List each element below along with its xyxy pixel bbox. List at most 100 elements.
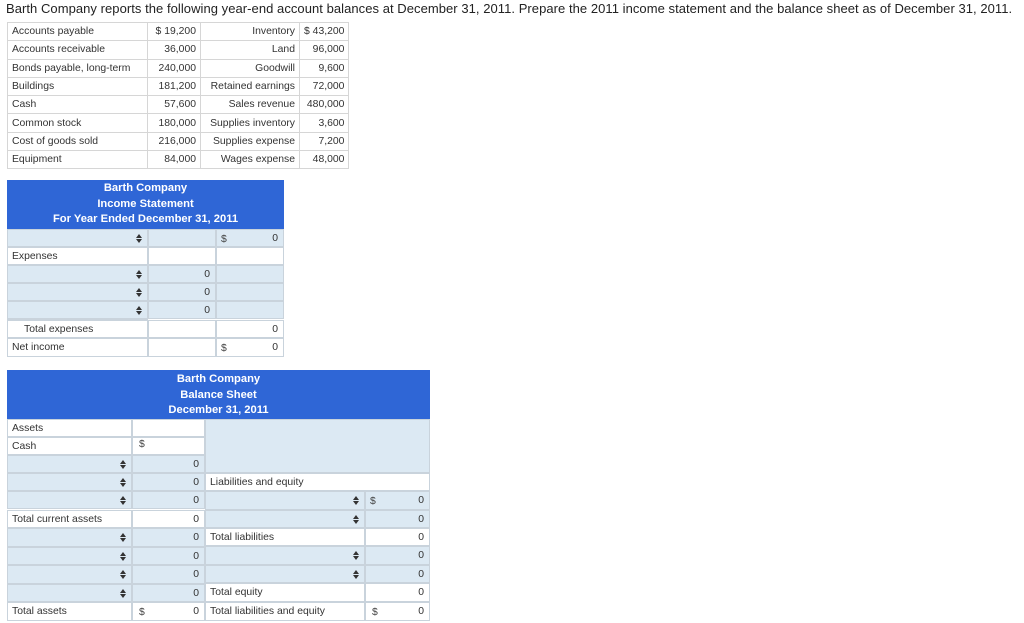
account-name: Retained earnings	[200, 76, 300, 97]
current-asset-amount-input[interactable]: 0	[132, 455, 205, 473]
liability-amount-value: 0	[418, 495, 424, 506]
account-name: Cash	[7, 95, 148, 115]
noncurrent-asset-select[interactable]	[7, 565, 132, 584]
cash-amount-input[interactable]: $	[132, 437, 205, 455]
total-equity-label: Total equity	[205, 583, 365, 602]
select-arrows-icon	[120, 478, 126, 487]
total-liabilities-equity-value-cell: $ 0	[365, 602, 430, 621]
net-income-value: 0	[272, 342, 278, 353]
total-equity-value: 0	[365, 583, 430, 602]
select-arrows-icon	[136, 234, 142, 243]
balance-sheet-title: Balance Sheet	[180, 388, 257, 401]
account-amount: 180,000	[147, 113, 201, 133]
total-assets-dollar-sign: $	[139, 607, 145, 618]
account-amount: 84,000	[147, 150, 201, 170]
balance-row: Accounts receivable 36,000 Land 96,000	[7, 40, 350, 60]
account-name: Common stock	[7, 113, 148, 133]
select-arrows-icon	[120, 588, 126, 598]
current-asset-amount-input[interactable]: 0	[132, 491, 205, 509]
total-assets-value: 0	[193, 606, 199, 617]
revenue-account-select[interactable]	[7, 229, 148, 247]
equity-amount-input[interactable]: 0	[365, 546, 430, 565]
liability-amount-input[interactable]: $0	[365, 491, 430, 510]
expenses-label: Expenses	[7, 247, 148, 265]
account-name: Accounts payable	[7, 21, 148, 42]
expense-amount-input[interactable]: 0	[148, 283, 216, 301]
expense-account-select[interactable]	[7, 283, 148, 301]
equity-amount-input[interactable]: 0	[365, 564, 430, 583]
total-assets-value-cell: $ 0	[132, 602, 205, 621]
select-arrows-icon	[353, 514, 359, 524]
net-income-dollar-sign: $	[221, 343, 227, 354]
problem-prompt: Barth Company reports the following year…	[6, 1, 1013, 16]
account-balances-table: Accounts payable $ 19,200 Inventory $ 43,20…	[7, 21, 350, 170]
account-amount: 240,000	[147, 58, 201, 78]
balance-sheet: Barth Company Balance Sheet December 31,…	[7, 370, 430, 623]
liability-amount-input[interactable]: 0	[365, 509, 430, 528]
liability-dollar-sign: $	[370, 496, 376, 507]
noncurrent-asset-amount-input[interactable]: 0	[132, 565, 205, 584]
account-name: Land	[200, 40, 300, 60]
total-expenses-spacer	[148, 320, 216, 338]
expense-spacer	[216, 301, 284, 319]
equity-account-select[interactable]	[205, 546, 365, 565]
expense-account-select[interactable]	[7, 301, 148, 319]
account-amount: 9,600	[298, 58, 350, 78]
account-amount: 3,600	[298, 113, 350, 133]
noncurrent-asset-amount-input[interactable]: 0	[132, 528, 205, 547]
current-asset-select[interactable]	[7, 473, 132, 491]
current-asset-select[interactable]	[7, 455, 132, 473]
noncurrent-asset-amount-input[interactable]: 0	[132, 546, 205, 565]
select-arrows-icon	[120, 570, 126, 579]
account-amount: 36,000	[147, 40, 201, 60]
balance-row: Accounts payable $ 19,200 Inventory $ 43,20…	[7, 21, 350, 42]
account-amount: 48,000	[298, 150, 350, 170]
select-arrows-icon	[136, 288, 142, 297]
expenses-spacer	[148, 247, 216, 265]
select-arrows-icon	[136, 306, 142, 315]
account-name: Goodwill	[200, 58, 300, 78]
expense-account-select[interactable]	[7, 265, 148, 283]
account-name: Accounts receivable	[7, 40, 148, 60]
select-arrows-icon	[136, 270, 142, 279]
assets-label: Assets	[7, 419, 132, 437]
revenue-amount-input[interactable]: $ 0	[216, 229, 284, 247]
equity-account-select[interactable]	[205, 564, 365, 583]
cash-label: Cash	[7, 437, 132, 455]
account-name: Inventory	[200, 21, 300, 42]
income-company-name: Barth Company	[103, 182, 188, 194]
total-assets-label: Total assets	[7, 602, 132, 621]
account-amount: $ 43,200	[298, 21, 350, 42]
total-current-assets-value: 0	[132, 510, 205, 528]
balance-row: Equipment 84,000 Wages expense 48,000	[7, 150, 350, 170]
noncurrent-asset-amount-input[interactable]: 0	[132, 583, 205, 602]
expense-amount-input[interactable]: 0	[148, 265, 216, 283]
noncurrent-asset-select[interactable]	[7, 546, 132, 565]
expense-amount-input[interactable]: 0	[148, 301, 216, 319]
current-asset-select[interactable]	[7, 491, 132, 509]
revenue-amount-value: 0	[272, 233, 278, 244]
income-period: For Year Ended December 31, 2011	[52, 213, 239, 225]
expense-spacer	[216, 283, 284, 301]
liabilities-equity-label: Liabilities and equity	[205, 473, 430, 491]
balance-row: Cash 57,600 Sales revenue 480,000	[7, 95, 350, 115]
balance-row: Bonds payable, long-term 240,000 Goodwill 9…	[7, 58, 350, 78]
account-amount: 72,000	[298, 76, 350, 97]
noncurrent-asset-select[interactable]	[7, 528, 132, 547]
revenue-dollar-sign: $	[221, 234, 227, 245]
total-expenses-value: 0	[216, 320, 284, 338]
balance-company-name: Barth Company	[176, 373, 261, 385]
select-arrows-icon	[120, 533, 126, 542]
revenue-spacer	[148, 229, 216, 247]
noncurrent-asset-select[interactable]	[7, 583, 132, 602]
account-name: Wages expense	[200, 150, 300, 170]
current-asset-amount-input[interactable]: 0	[132, 473, 205, 491]
total-liabilities-label: Total liabilities	[205, 528, 365, 546]
select-arrows-icon	[120, 551, 126, 561]
income-statement: Barth Company Income Statement For Year …	[7, 180, 284, 360]
liability-account-select[interactable]	[205, 509, 365, 528]
cash-dollar-sign: $	[139, 439, 145, 450]
liability-account-select[interactable]	[205, 491, 365, 510]
account-name: Sales revenue	[200, 95, 300, 115]
total-expenses-label: Total expenses	[7, 320, 148, 338]
